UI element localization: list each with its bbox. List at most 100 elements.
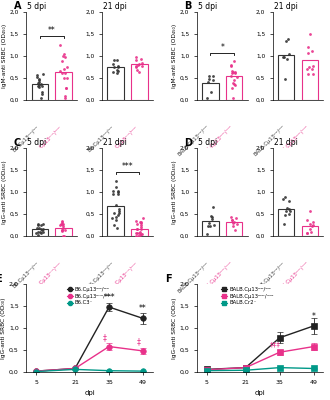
Point — [231, 77, 236, 84]
Point — [110, 61, 116, 67]
Point — [64, 84, 69, 91]
Point — [133, 233, 139, 239]
Point — [134, 230, 140, 236]
Point — [110, 188, 116, 194]
Point — [232, 69, 238, 76]
Point — [231, 219, 236, 225]
Text: ***: *** — [103, 293, 115, 302]
Text: ‡: ‡ — [102, 333, 106, 342]
Point — [229, 70, 234, 76]
Point — [62, 233, 67, 239]
Text: 5 dpi: 5 dpi — [198, 2, 217, 11]
Text: 5 dpi: 5 dpi — [27, 2, 47, 11]
Y-axis label: IgG-anti SRBC (OD₀₀): IgG-anti SRBC (OD₀₀) — [1, 297, 6, 359]
Point — [59, 70, 65, 76]
Point — [34, 74, 40, 80]
Point — [208, 88, 214, 95]
Bar — [55, 72, 72, 100]
Point — [233, 214, 239, 221]
Point — [114, 178, 119, 184]
Point — [210, 204, 215, 210]
Point — [58, 68, 63, 74]
Text: **: ** — [48, 26, 55, 35]
Point — [305, 230, 310, 236]
Point — [210, 216, 215, 222]
Point — [310, 48, 315, 54]
Bar — [302, 226, 318, 236]
Point — [133, 56, 139, 63]
Point — [137, 230, 142, 236]
Point — [206, 223, 211, 230]
Point — [134, 54, 139, 60]
Point — [207, 220, 212, 226]
Point — [36, 77, 41, 84]
Point — [209, 214, 214, 220]
Point — [309, 223, 314, 230]
Point — [281, 221, 286, 227]
Point — [137, 68, 142, 75]
Point — [116, 208, 122, 214]
Point — [230, 68, 235, 75]
Point — [135, 226, 140, 232]
Point — [305, 43, 311, 50]
Point — [139, 60, 144, 66]
Text: BALB.Cµ13ᵐᵘᵗ/ᵐᵘᵗ: BALB.Cµ13ᵐᵘᵗ/ᵐᵘᵗ — [275, 124, 310, 159]
Text: B6.Cµ13ᵐᵘᵗ/ᵐᵘᵗ: B6.Cµ13ᵐᵘᵗ/ᵐᵘᵗ — [33, 124, 64, 155]
Text: ‡‡‡: ‡‡‡ — [269, 342, 280, 348]
Point — [112, 210, 117, 216]
Point — [137, 232, 142, 239]
Point — [133, 230, 139, 236]
Point — [284, 38, 289, 44]
Point — [114, 57, 119, 63]
Point — [138, 231, 143, 237]
Point — [309, 66, 314, 72]
Point — [60, 53, 66, 59]
Bar — [32, 84, 48, 100]
Point — [205, 94, 210, 101]
Point — [139, 230, 144, 237]
Point — [112, 56, 117, 63]
Point — [207, 223, 213, 229]
Point — [115, 70, 120, 76]
Point — [281, 54, 286, 60]
Point — [229, 216, 235, 223]
Point — [307, 225, 313, 232]
Point — [59, 227, 64, 234]
Point — [57, 222, 63, 228]
Legend: B6.Cμ13ʷʷ/ʷʷ, B6.Cμ13ᵐᵘᵗ/ᵐᵘᵗ, B6.C3⁻: B6.Cμ13ʷʷ/ʷʷ, B6.Cμ13ᵐᵘᵗ/ᵐᵘᵗ, B6.C3⁻ — [64, 285, 115, 308]
Point — [57, 42, 63, 48]
Text: B: B — [184, 2, 192, 12]
Point — [36, 84, 42, 90]
Point — [62, 92, 68, 99]
Point — [115, 68, 121, 74]
Point — [63, 70, 68, 76]
Point — [231, 80, 237, 87]
Point — [228, 214, 233, 220]
Point — [231, 220, 236, 226]
Point — [111, 64, 116, 70]
Point — [59, 219, 64, 225]
Point — [134, 64, 139, 70]
Text: *: * — [312, 312, 315, 321]
Point — [137, 229, 142, 236]
Y-axis label: IgG-anti SRBC (OD₄₅₀): IgG-anti SRBC (OD₄₅₀) — [172, 160, 177, 224]
Bar — [131, 64, 148, 100]
Y-axis label: IgG-anti SRBC (OD₀₀): IgG-anti SRBC (OD₀₀) — [172, 297, 177, 359]
Point — [137, 219, 142, 225]
Point — [285, 36, 290, 42]
Point — [280, 54, 285, 60]
Point — [310, 63, 315, 70]
Y-axis label: IgM-anti SRBC (OD₄₅₀): IgM-anti SRBC (OD₄₅₀) — [172, 24, 177, 88]
Bar — [202, 83, 218, 100]
Text: B6.Cµ13ᵐᵘᵗ/ᵐᵘᵗ: B6.Cµ13ᵐᵘᵗ/ᵐᵘᵗ — [109, 260, 139, 291]
Point — [138, 226, 144, 232]
Point — [38, 226, 43, 232]
Point — [286, 206, 292, 212]
Point — [39, 230, 44, 236]
Point — [232, 82, 237, 88]
Point — [35, 83, 40, 89]
Point — [63, 85, 69, 92]
Point — [39, 226, 45, 233]
Point — [309, 229, 314, 236]
Point — [115, 225, 120, 231]
